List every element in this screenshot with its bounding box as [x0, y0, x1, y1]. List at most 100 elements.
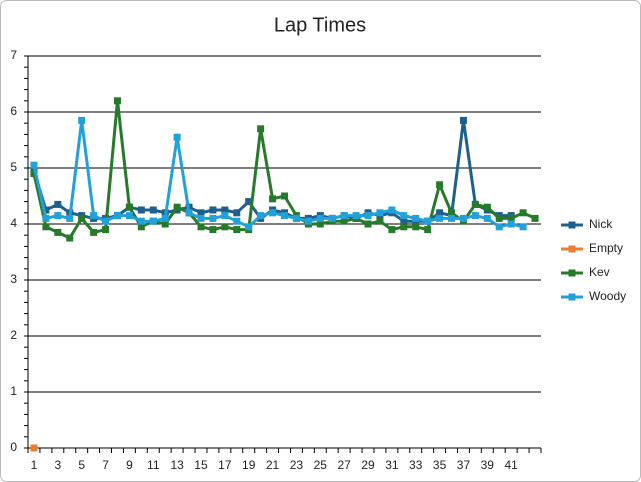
data-point — [400, 212, 408, 220]
x-tick-label: 11 — [147, 458, 160, 472]
data-point — [137, 223, 145, 231]
data-point — [30, 170, 38, 178]
data-point — [471, 212, 479, 220]
x-tick-label: 33 — [409, 458, 423, 472]
legend-marker — [568, 293, 576, 301]
y-tick-label: 6 — [10, 104, 17, 118]
data-point — [495, 214, 503, 222]
data-point — [424, 217, 432, 225]
data-point — [42, 223, 50, 231]
data-point — [197, 223, 205, 231]
data-point — [78, 116, 86, 124]
chart-title: Lap Times — [274, 14, 366, 36]
data-point — [245, 198, 253, 206]
data-point — [66, 214, 74, 222]
x-tick-label: 19 — [242, 458, 256, 472]
x-tick-label: 3 — [54, 458, 61, 472]
data-point — [42, 206, 50, 214]
data-point — [125, 212, 133, 220]
data-point — [412, 223, 420, 231]
y-tick-label: 1 — [10, 384, 17, 398]
x-tick-label: 31 — [385, 458, 399, 472]
data-point — [221, 223, 229, 231]
data-point — [102, 226, 110, 234]
data-point — [281, 192, 288, 200]
data-point — [54, 200, 62, 208]
data-point — [209, 206, 217, 214]
data-point — [30, 161, 38, 169]
data-point — [149, 206, 157, 214]
data-point — [30, 444, 38, 452]
data-point — [483, 203, 491, 211]
data-point — [42, 214, 50, 222]
data-point — [364, 212, 372, 220]
data-point — [245, 223, 253, 231]
data-point — [436, 209, 444, 217]
data-point — [137, 206, 145, 214]
x-tick-label: 21 — [266, 458, 280, 472]
data-point — [459, 116, 467, 124]
data-point — [161, 214, 169, 222]
legend-marker — [568, 245, 576, 253]
data-point — [125, 203, 133, 211]
data-point — [412, 214, 420, 222]
data-point — [459, 214, 467, 222]
data-point — [328, 214, 336, 222]
data-point — [161, 220, 169, 228]
y-tick-label: 5 — [10, 160, 17, 174]
data-point — [113, 97, 121, 105]
data-point — [471, 200, 479, 208]
data-point — [436, 181, 444, 189]
data-point — [221, 212, 229, 220]
x-tick-label: 27 — [337, 458, 351, 472]
x-tick-label: 13 — [170, 458, 184, 472]
data-point — [209, 226, 217, 234]
data-point — [316, 220, 324, 228]
data-point — [173, 133, 181, 141]
data-point — [483, 214, 491, 222]
x-tick-label: 25 — [314, 458, 328, 472]
data-point — [495, 223, 503, 231]
x-tick-label: 9 — [126, 458, 133, 472]
data-point — [400, 223, 408, 231]
data-point — [66, 234, 74, 242]
data-point — [90, 212, 98, 220]
y-tick-label: 2 — [10, 328, 17, 342]
data-point — [352, 212, 360, 220]
data-point — [340, 217, 348, 225]
legend-label: Nick — [589, 217, 613, 231]
legend-marker — [568, 269, 576, 277]
data-point — [113, 212, 121, 220]
data-point — [304, 217, 312, 225]
data-point — [281, 212, 288, 220]
data-point — [54, 228, 62, 236]
x-tick-label: 35 — [433, 458, 447, 472]
data-point — [507, 214, 515, 222]
x-tick-label: 15 — [194, 458, 208, 472]
legend-label: Empty — [589, 241, 623, 255]
y-tick-label: 7 — [10, 48, 17, 62]
data-point — [364, 220, 372, 228]
data-point — [519, 209, 527, 217]
x-tick-label: 41 — [504, 458, 518, 472]
data-point — [519, 223, 527, 231]
data-point — [54, 212, 62, 220]
legend-label: Kev — [589, 265, 610, 279]
x-tick-label: 5 — [78, 458, 85, 472]
legend-label: Woody — [589, 289, 626, 303]
x-tick-label: 29 — [361, 458, 375, 472]
data-point — [376, 209, 384, 217]
x-tick-label: 17 — [218, 458, 232, 472]
data-point — [531, 214, 539, 222]
y-tick-label: 0 — [10, 440, 17, 454]
data-point — [292, 214, 300, 222]
x-tick-label: 1 — [31, 458, 38, 472]
data-point — [269, 195, 277, 203]
y-tick-label: 4 — [10, 216, 17, 230]
data-point — [185, 209, 193, 217]
data-point — [257, 212, 265, 220]
data-point — [173, 203, 181, 211]
data-point — [400, 217, 408, 225]
data-point — [233, 217, 241, 225]
